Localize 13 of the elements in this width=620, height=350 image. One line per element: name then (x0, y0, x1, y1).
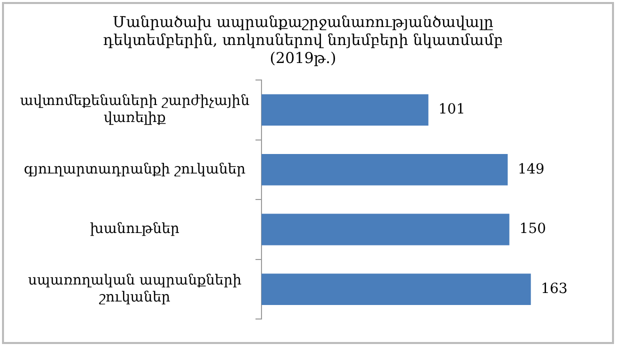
bar (261, 274, 531, 305)
y-tick-label: խանութներ (90, 221, 180, 238)
data-label: 163 (540, 280, 568, 297)
y-tick-label: ավտոմեքենաների շարժիչային վառելիք (20, 93, 250, 126)
bar (261, 154, 508, 186)
data-label: 101 (438, 102, 466, 118)
bar (261, 94, 428, 126)
data-label: 150 (519, 221, 546, 238)
bar (261, 214, 510, 246)
y-tick-label: սպառողական ապրանքների շուկաներ (28, 272, 242, 306)
chart-title: Մանրածախ ապրանքաշրջանառությանծավալը դեկտեմբերին, տոկոսներով նոյեմբերի նկատմամբ (2019թ.) (103, 12, 503, 67)
y-tick-label: գյուղարտադրանքի շուկաներ (24, 161, 246, 178)
data-label: 149 (518, 161, 544, 178)
